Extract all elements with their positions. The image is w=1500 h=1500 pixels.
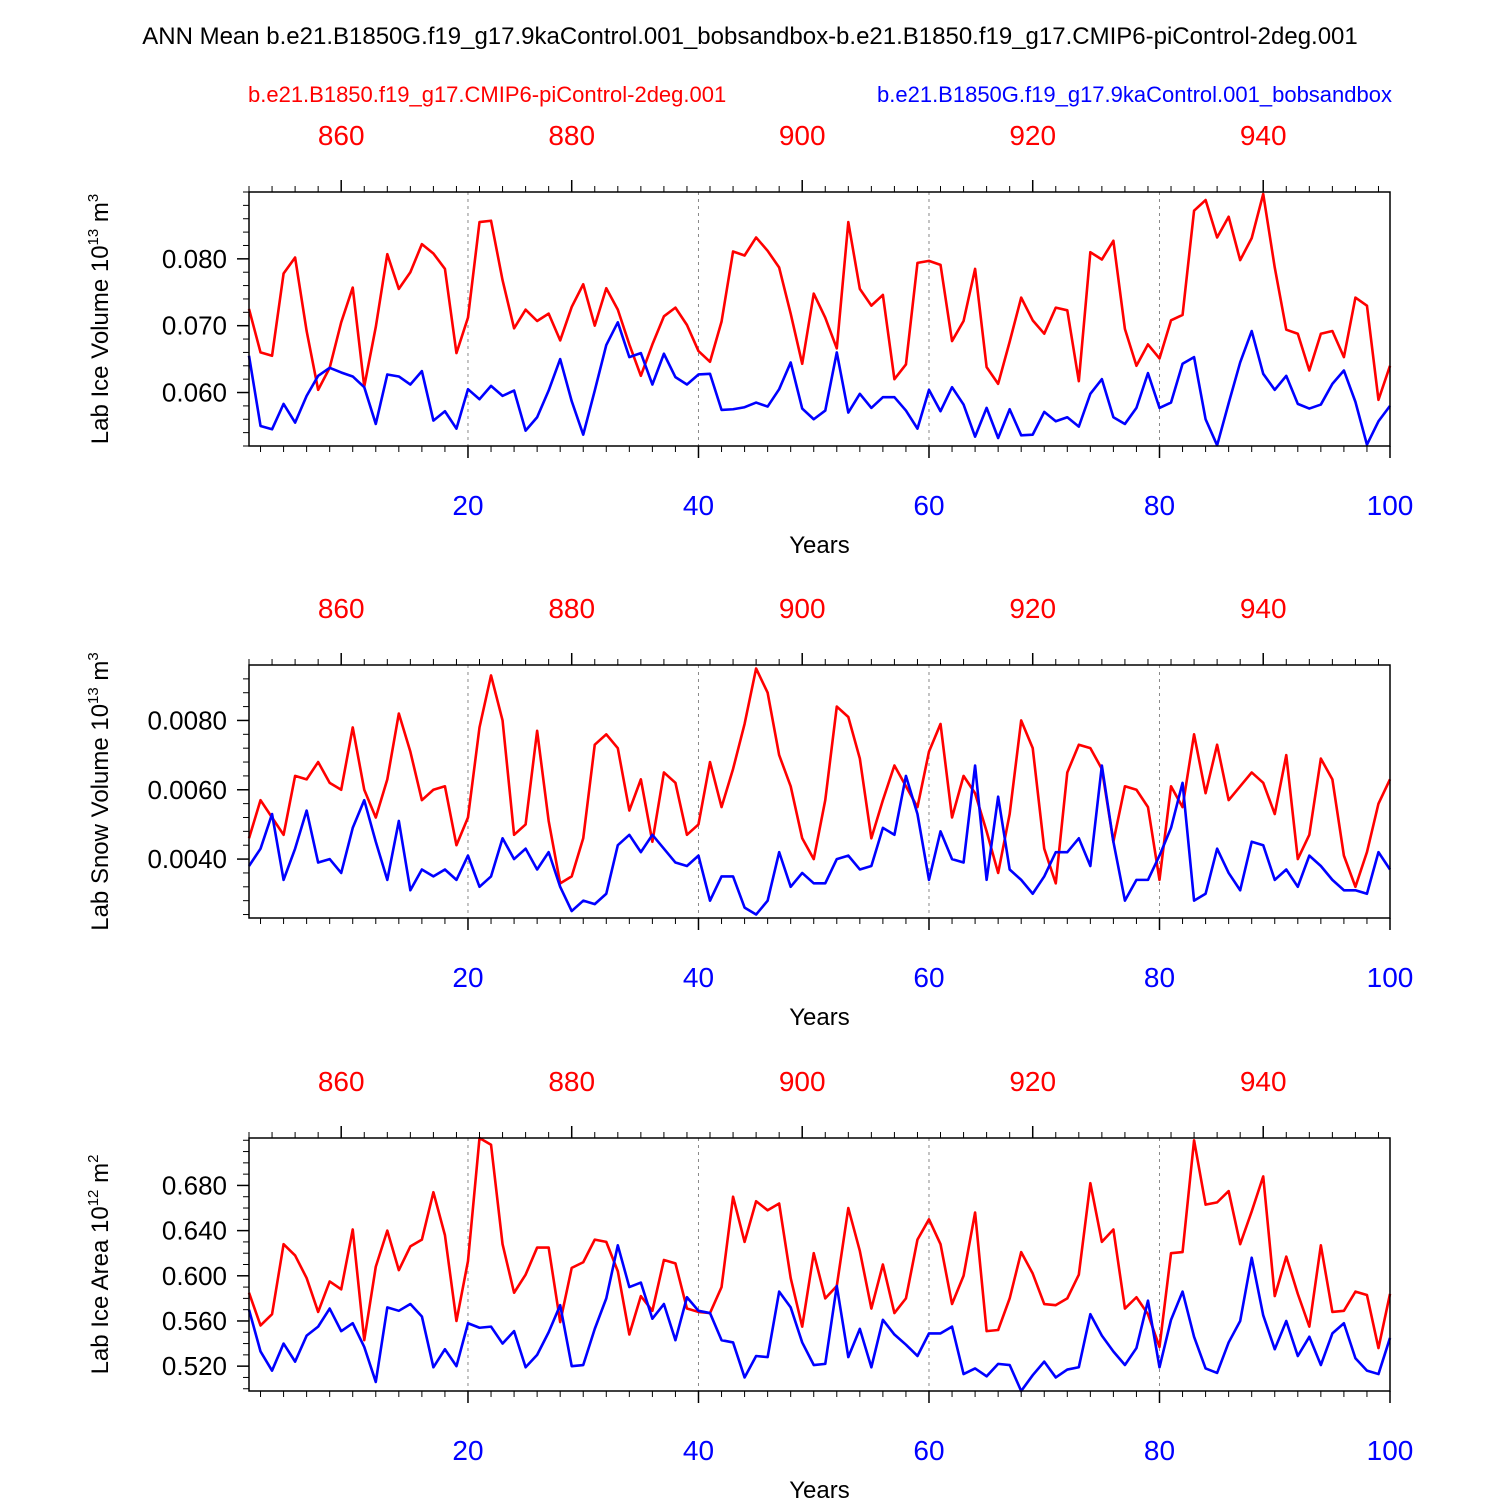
series-line-red xyxy=(247,192,1392,402)
x-tick-label-top: 860 xyxy=(318,1066,365,1097)
x-tick-label-bottom: 80 xyxy=(1144,962,1175,993)
y-axis-label: Lab Ice Volume 1013 m3 xyxy=(85,194,114,445)
plot-frame xyxy=(248,664,1391,919)
x-tick-label-bottom: 80 xyxy=(1144,490,1175,521)
y-tick-label: 0.0060 xyxy=(147,775,227,805)
x-tick-label-bottom: 100 xyxy=(1367,1435,1414,1466)
y-tick-label: 0.080 xyxy=(162,244,227,274)
chart-panel-1: 0.060 0.070 0.080 20 40 60 80 100 Years 860 880 900… xyxy=(85,120,1413,559)
x-tick-label-top: 920 xyxy=(1009,593,1056,624)
x-tick-label-top: 900 xyxy=(779,1066,826,1097)
x-tick-label-bottom: 20 xyxy=(452,1435,483,1466)
y-axis-label: Lab Snow Volume 1013 m3 xyxy=(85,652,114,931)
x-tick-label-bottom: 80 xyxy=(1144,1435,1175,1466)
y-tick-label: 0.0040 xyxy=(147,844,227,874)
x-tick-label-top: 940 xyxy=(1240,593,1287,624)
x-tick-label-bottom: 60 xyxy=(913,1435,944,1466)
y-tick-label: 0.070 xyxy=(162,311,227,341)
y-tick-label: 0.600 xyxy=(162,1261,227,1291)
x-axis-label: Years xyxy=(789,1004,850,1031)
x-tick-label-top: 900 xyxy=(779,120,826,151)
x-axis-label: Years xyxy=(789,532,850,559)
x-tick-label-top: 920 xyxy=(1009,1066,1056,1097)
x-tick-label-top: 920 xyxy=(1009,120,1056,151)
chart-panel-2: 0.0040 0.0060 0.0080 20 40 60 80 100 Years 860 880… xyxy=(85,593,1413,1031)
y-tick-label: 0.060 xyxy=(162,378,227,408)
x-tick-label-bottom: 20 xyxy=(452,962,483,993)
x-tick-label-top: 860 xyxy=(318,120,365,151)
x-tick-label-top: 860 xyxy=(318,593,365,624)
x-tick-label-bottom: 40 xyxy=(683,962,714,993)
x-tick-label-bottom: 40 xyxy=(683,490,714,521)
y-tick-label: 0.520 xyxy=(162,1351,227,1381)
series-line-blue xyxy=(247,764,1392,916)
series-line-blue xyxy=(247,1244,1392,1393)
x-tick-label-bottom: 40 xyxy=(683,1435,714,1466)
y-tick-label: 0.0080 xyxy=(147,705,227,735)
legend-red-label: b.e21.B1850.f19_g17.CMIP6-piControl-2deg… xyxy=(248,82,726,107)
series-line-red xyxy=(247,1136,1392,1350)
x-tick-label-top: 880 xyxy=(548,1066,595,1097)
y-axis-label: Lab Ice Area 1012 m2 xyxy=(85,1155,114,1375)
x-tick-label-top: 880 xyxy=(548,593,595,624)
y-tick-label: 0.640 xyxy=(162,1216,227,1246)
x-tick-label-bottom: 20 xyxy=(452,490,483,521)
series-line-red xyxy=(247,667,1392,889)
figure-title: ANN Mean b.e21.B1850G.f19_g17.9kaControl… xyxy=(142,23,1358,50)
chart-panel-3: 0.520 0.560 0.600 0.640 0.680 20 40 60 80 100 Year… xyxy=(85,1066,1413,1500)
x-tick-label-bottom: 60 xyxy=(913,490,944,521)
y-tick-label: 0.680 xyxy=(162,1170,227,1200)
x-tick-label-top: 940 xyxy=(1240,1066,1287,1097)
legend-blue-label: b.e21.B1850G.f19_g17.9kaControl.001_bobs… xyxy=(877,82,1392,107)
plot-frame xyxy=(248,1137,1391,1392)
panels: 0.060 0.070 0.080 20 40 60 80 100 Years 860 880 900… xyxy=(85,120,1413,1500)
x-tick-label-bottom: 60 xyxy=(913,962,944,993)
x-tick-label-top: 940 xyxy=(1240,120,1287,151)
x-tick-label-top: 880 xyxy=(548,120,595,151)
x-tick-label-top: 900 xyxy=(779,593,826,624)
series-line-blue xyxy=(247,321,1392,447)
x-axis-label: Years xyxy=(789,1477,850,1500)
plot-frame xyxy=(248,191,1391,447)
x-tick-label-bottom: 100 xyxy=(1367,490,1414,521)
y-tick-label: 0.560 xyxy=(162,1306,227,1336)
x-tick-label-bottom: 100 xyxy=(1367,962,1414,993)
